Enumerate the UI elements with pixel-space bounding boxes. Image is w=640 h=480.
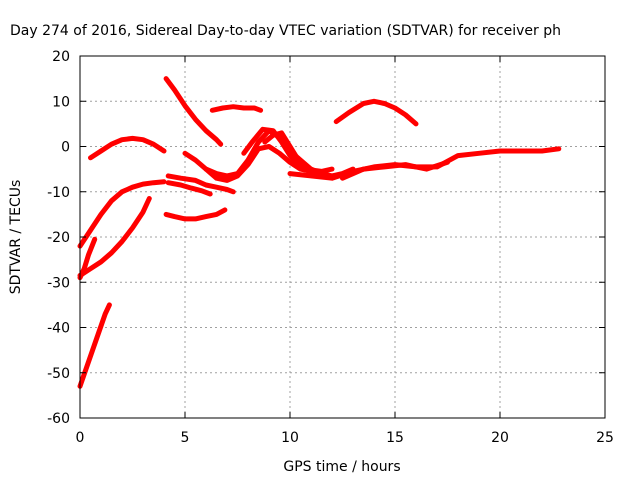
series-arc-rise-to-minus8: [77, 179, 167, 249]
x-tick-label: 0: [76, 430, 85, 446]
x-tick-label: 10: [281, 430, 299, 446]
y-tick-label: 0: [61, 140, 70, 156]
x-tick-label: 25: [596, 430, 614, 446]
x-tick-label: 15: [386, 430, 404, 446]
y-tick-label: -20: [47, 230, 70, 246]
x-axis-label: GPS time / hours: [283, 459, 400, 475]
series-arc-hump-10: [333, 98, 419, 127]
series-arc-steep-low: [77, 302, 112, 389]
series-arc-wave-3: [241, 126, 335, 174]
y-tick-label: 20: [52, 49, 70, 65]
series-arc-plateau-8: [209, 104, 264, 113]
series-group: [77, 76, 562, 389]
y-tick-label: -50: [47, 366, 70, 382]
y-tick-label: -10: [47, 185, 70, 201]
y-tick-label: 10: [52, 94, 70, 110]
chart-title: Day 274 of 2016, Sidereal Day-to-day VTE…: [10, 23, 561, 39]
y-axis: -60 -50 -40 -30 -20 -10 0 10 20: [47, 49, 605, 427]
series-arc-wave-2: [203, 144, 356, 183]
series-arc-rise-to-dip: [77, 196, 152, 278]
series-arc-lower-tail: [340, 159, 450, 181]
x-tick-label: 5: [181, 430, 190, 446]
y-axis-label: SDTVAR / TECUs: [8, 180, 24, 295]
y-tick-label: -30: [47, 275, 70, 291]
series-arc-rise-to-3: [262, 130, 310, 170]
series-arc-hump-near-zero: [88, 135, 167, 161]
grid: [80, 56, 605, 418]
series-arc-mid-minus9: [165, 180, 213, 197]
series-arc-descending-high: [163, 76, 224, 147]
x-tick-label: 20: [491, 430, 509, 446]
y-tick-label: -40: [47, 321, 70, 337]
y-tick-label: -60: [47, 411, 70, 427]
series-arc-flat-minus15: [163, 207, 228, 222]
x-axis: 0 5 10 15 20 25: [76, 56, 614, 446]
series-arc-mid-minus7: [165, 173, 236, 195]
